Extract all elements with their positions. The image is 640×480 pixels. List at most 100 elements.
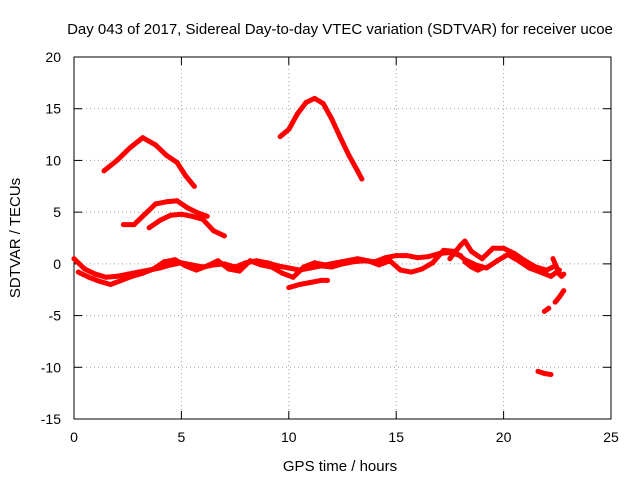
data-point (101, 168, 107, 174)
data-point (462, 259, 468, 265)
data-point (430, 260, 436, 266)
data-point (544, 267, 550, 273)
data-point (337, 135, 343, 141)
data-point (153, 142, 159, 148)
y-tick-label: 0 (53, 256, 61, 272)
data-point (522, 258, 528, 264)
data-point (419, 266, 425, 272)
data-point (118, 277, 124, 283)
data-point (189, 213, 195, 219)
x-tick-label: 20 (496, 429, 512, 445)
data-point (151, 266, 156, 272)
data-point (318, 277, 324, 283)
x-tick-label: 15 (388, 429, 404, 445)
data-point (140, 135, 146, 141)
data-point (114, 157, 120, 163)
data-point (376, 262, 382, 268)
data-point (191, 183, 197, 189)
data-point (103, 274, 109, 280)
data-point (75, 269, 81, 275)
data-point (269, 264, 275, 270)
data-point (174, 160, 180, 165)
data-point (301, 264, 307, 270)
y-tick-labels: -15 -10 -5 0 5 10 15 20 (41, 49, 61, 427)
data-point (501, 245, 507, 251)
data-point (365, 258, 371, 264)
data-point (404, 253, 410, 259)
data-point (279, 270, 285, 276)
data-point (344, 258, 350, 264)
y-tick-label: -5 (49, 308, 62, 324)
data-point (511, 251, 517, 256)
x-axis-label: GPS time / hours (283, 458, 397, 475)
data-point (286, 285, 292, 291)
data-point (286, 126, 292, 132)
data-point (355, 168, 360, 174)
data-point (236, 268, 242, 274)
x-tick-label: 5 (178, 429, 186, 445)
data-point (174, 198, 180, 204)
x-tick-labels: 0 5 10 15 20 25 (70, 429, 619, 445)
data-point (294, 111, 300, 117)
plot-frame (73, 56, 612, 420)
data-point (211, 228, 217, 234)
data-point (172, 257, 178, 263)
data-point (359, 176, 365, 182)
data-series (71, 95, 567, 377)
data-point (307, 280, 313, 285)
data-point (554, 266, 560, 272)
data-point (129, 273, 135, 279)
data-point (346, 152, 352, 158)
data-point (140, 270, 146, 276)
data-point (383, 255, 388, 261)
data-point (447, 256, 453, 262)
data-point (142, 211, 148, 217)
data-point (277, 134, 283, 140)
series-arc-2 (277, 95, 365, 182)
data-point (479, 256, 485, 262)
data-point (286, 265, 292, 271)
chart-title: Day 043 of 2017, Sidereal Day-to-day VTE… (67, 21, 613, 38)
data-point (475, 267, 481, 273)
y-tick-label: 10 (45, 152, 61, 168)
tick-marks (73, 56, 612, 420)
data-point (178, 211, 184, 217)
data-point (258, 262, 264, 268)
data-point (226, 266, 232, 272)
data-point (215, 258, 221, 264)
data-point (556, 294, 562, 300)
data-point (82, 266, 88, 272)
x-tick-label: 25 (603, 429, 619, 445)
data-point (71, 256, 77, 262)
data-point (548, 273, 554, 279)
data-point (120, 222, 126, 228)
data-point (200, 216, 206, 222)
y-tick-label: -15 (41, 411, 61, 427)
data-point (247, 258, 253, 264)
data-point (93, 271, 98, 277)
data-point (458, 242, 464, 248)
data-point (322, 262, 328, 268)
data-point (108, 282, 113, 287)
data-point (86, 274, 92, 280)
x-tick-label: 10 (281, 429, 297, 445)
data-point (441, 247, 446, 253)
data-point (462, 238, 468, 244)
data-point (550, 256, 556, 262)
data-point (97, 278, 103, 284)
y-tick-label: 15 (45, 101, 61, 117)
series-arc-3 (120, 198, 210, 228)
data-point (408, 269, 414, 275)
data-point (541, 308, 547, 314)
data-point (183, 263, 189, 269)
data-point (193, 267, 199, 273)
y-tick-label: -10 (41, 359, 61, 375)
data-point (561, 288, 567, 294)
y-tick-label: 5 (53, 204, 61, 220)
data-point (196, 210, 202, 216)
data-point (541, 371, 547, 376)
data-point (533, 264, 539, 270)
data-point (303, 100, 309, 105)
data-point (548, 372, 554, 377)
data-point (163, 199, 169, 205)
